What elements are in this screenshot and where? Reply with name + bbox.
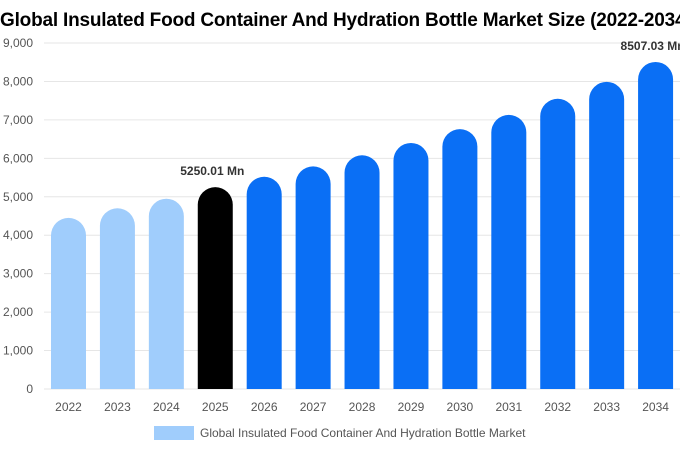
y-tick-label: 5,000 bbox=[3, 190, 33, 204]
bar-2034[interactable] bbox=[638, 61, 674, 389]
x-tick-label: 2033 bbox=[593, 400, 620, 414]
x-tick-label: 2026 bbox=[251, 400, 278, 414]
bar-2032[interactable] bbox=[540, 98, 576, 389]
bar-2029[interactable] bbox=[393, 142, 429, 389]
y-tick-label: 2,000 bbox=[3, 305, 33, 319]
x-tick-label: 2027 bbox=[300, 400, 327, 414]
bar-2031[interactable] bbox=[491, 114, 527, 389]
y-tick-label: 3,000 bbox=[3, 267, 33, 281]
x-tick-label: 2028 bbox=[349, 400, 376, 414]
bar-2027[interactable] bbox=[295, 166, 331, 389]
bar-2028[interactable] bbox=[344, 155, 380, 389]
bar-2024[interactable] bbox=[148, 198, 184, 389]
data-label: 8507.03 Mn bbox=[621, 39, 680, 53]
y-tick-label: 9,000 bbox=[3, 36, 33, 50]
bar-2030[interactable] bbox=[442, 129, 478, 390]
y-tick-label: 1,000 bbox=[3, 344, 33, 358]
legend-label: Global Insulated Food Container And Hydr… bbox=[200, 426, 526, 440]
data-labels: 5250.01 Mn 8507.03 Mn bbox=[180, 39, 680, 178]
y-tick-label: 0 bbox=[26, 382, 33, 396]
x-tick-label: 2034 bbox=[642, 400, 669, 414]
y-tick-label: 4,000 bbox=[3, 228, 33, 242]
y-axis-ticks: 0 1,000 2,000 3,000 4,000 5,000 6,000 7,000 8,00… bbox=[3, 36, 33, 396]
legend[interactable]: Global Insulated Food Container And Hydr… bbox=[154, 426, 526, 440]
x-tick-label: 2025 bbox=[202, 400, 229, 414]
x-tick-label: 2029 bbox=[398, 400, 425, 414]
bars bbox=[51, 61, 674, 390]
y-tick-label: 6,000 bbox=[3, 151, 33, 165]
x-axis-ticks: 2022 2023 2024 2025 2026 2027 2028 2029 2030 2031… bbox=[55, 400, 669, 414]
x-tick-label: 2024 bbox=[153, 400, 180, 414]
x-tick-label: 2022 bbox=[55, 400, 82, 414]
y-tick-label: 8,000 bbox=[3, 74, 33, 88]
bar-2033[interactable] bbox=[589, 81, 625, 390]
y-tick-label: 7,000 bbox=[3, 113, 33, 127]
x-tick-label: 2030 bbox=[447, 400, 474, 414]
x-tick-label: 2032 bbox=[544, 400, 571, 414]
bar-2025[interactable] bbox=[197, 187, 233, 389]
bar-2026[interactable] bbox=[246, 176, 282, 389]
data-label: 5250.01 Mn bbox=[180, 164, 244, 178]
bar-2022[interactable] bbox=[51, 217, 86, 389]
bar-2023[interactable] bbox=[99, 208, 135, 389]
x-tick-label: 2023 bbox=[104, 400, 131, 414]
x-tick-label: 2031 bbox=[495, 400, 522, 414]
chart-title: Global Insulated Food Container And Hydr… bbox=[0, 10, 680, 31]
legend-swatch bbox=[154, 426, 194, 440]
